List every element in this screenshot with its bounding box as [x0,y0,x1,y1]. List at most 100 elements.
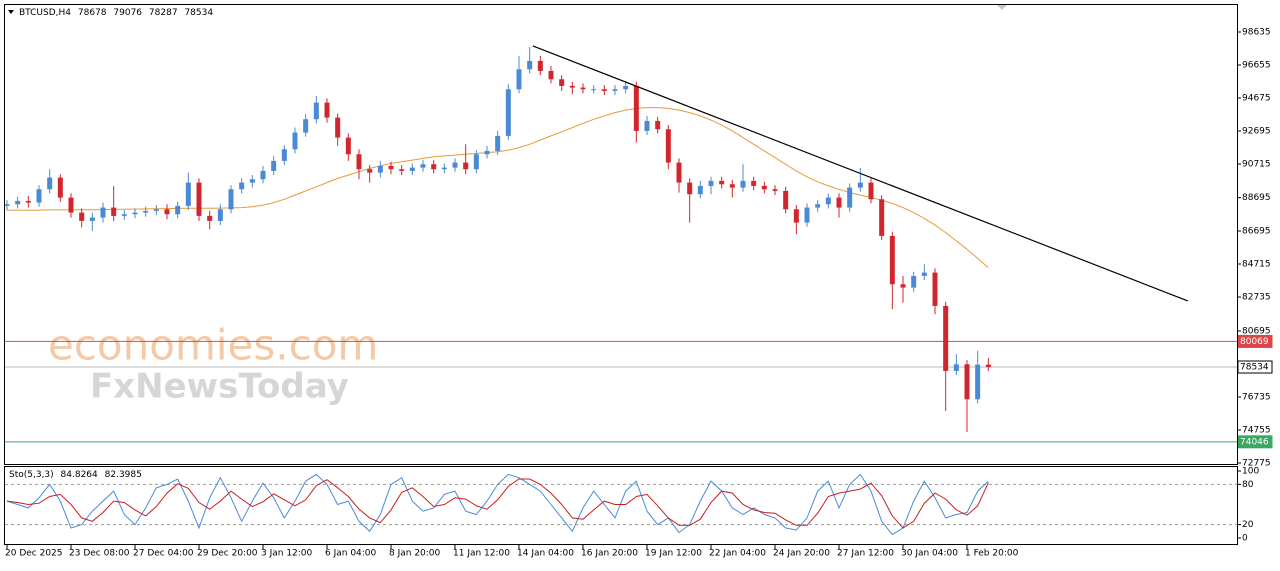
candle-body [185,182,191,206]
price-pane: 98635 96655 94675 92695 90715 88695 86695 84715… [4,28,1273,469]
candle-body [527,60,533,70]
candle-body [761,185,767,190]
candle-body [847,187,853,208]
candle-body [399,169,405,171]
candle-body [772,189,778,191]
x-tick-label: 1 Feb 20:00 [965,549,1019,559]
candle-body [207,215,213,221]
candle-body [111,207,117,216]
candle-body [4,204,10,206]
y-tick-label: 94675 [1242,94,1271,104]
candle-body [601,89,607,91]
candle-body [228,189,234,210]
candle-body [975,364,981,400]
x-tick-label: 23 Dec 08:00 [69,549,130,559]
watermark: economies.com FxNewsToday [48,321,378,407]
candle-body [57,177,63,198]
candle-body [932,272,938,306]
candle-body [804,207,810,223]
y-tick-label: 0 [1242,534,1248,544]
price-level-label: 80069 [1240,337,1269,347]
y-tick-label: 76735 [1242,393,1271,403]
candle-body [217,209,223,221]
ohlc-open: 78678 [78,8,107,18]
x-tick-label: 22 Jan 04:00 [709,549,766,559]
oscillator-pane: 100 80 20 0 [5,467,1259,544]
candle-body [36,189,42,203]
y-tick-label: 86695 [1242,227,1271,237]
candle-body [783,190,789,210]
price-frame [4,4,1238,465]
candle-body [473,154,479,170]
candle-body [623,85,629,90]
candle-body [68,197,74,213]
candle-body [47,177,53,190]
candle-body [484,150,490,155]
candle-body [175,205,181,215]
candle-body [431,164,437,170]
x-tick-label: 3 Jan 12:00 [261,549,313,559]
candle-body [260,170,266,180]
oscillator-frame [4,466,1238,545]
candle-body [516,69,522,90]
candle-body [196,182,202,216]
watermark-text: FxNewsToday [90,367,349,407]
candle-body [452,162,458,168]
candle-body [857,182,863,188]
candle-body [719,180,725,185]
candle-body [943,305,949,371]
candle-body [580,87,586,90]
x-tick-label: 24 Jan 20:00 [773,549,830,559]
candle-body [953,364,959,371]
candle-body [655,120,661,130]
collapse-icon[interactable] [8,10,14,14]
y-tick-label: 72775 [1242,459,1271,469]
y-tick-label: 80695 [1242,327,1271,337]
candle-body [836,197,842,208]
indicator-signal: 82.3985 [105,470,142,480]
candle-body [388,165,394,170]
candle-body [15,200,21,205]
candle-body [292,132,298,150]
candle-body [505,89,511,136]
candle-body [868,182,874,200]
candle-body [687,182,693,195]
x-tick-label: 30 Jan 04:00 [901,549,958,559]
candle-body [964,364,970,400]
x-tick-label: 19 Jan 12:00 [645,549,702,559]
candle-body [271,160,277,171]
y-tick-label: 82735 [1242,293,1271,303]
oscillator-line [6,478,989,529]
candle-body [153,209,159,211]
price-level-label: 74046 [1240,437,1269,447]
ohlc-high: 79076 [113,8,142,18]
candle-body [239,182,245,190]
y-tick-label: 92695 [1242,127,1271,137]
candle-body [495,135,501,151]
candle-body [324,102,330,118]
x-tick-label: 20 Dec 2025 [5,549,63,559]
candle-body [889,235,895,285]
candle-body [559,79,565,86]
candle-body [281,149,287,161]
candle-body [132,212,138,215]
candle-body [409,167,415,171]
candle-body [665,129,671,163]
candle-body [815,204,821,208]
candle-body [25,200,31,203]
candle-body [164,209,170,215]
candle-body [900,284,906,288]
watermark-text: economies.com [48,321,378,370]
candle-body [463,162,469,170]
y-tick-label: 100 [1242,467,1259,477]
x-tick-label: 11 Jan 12:00 [453,549,510,559]
candle-body [303,119,309,133]
indicator-name: Sto(5,3,3) [9,470,54,480]
candle-body [548,70,554,80]
candle-body [740,180,746,188]
indicator-header: Sto(5,3,3) 84.8264 82.3985 [9,470,142,480]
candle-body [89,217,95,221]
